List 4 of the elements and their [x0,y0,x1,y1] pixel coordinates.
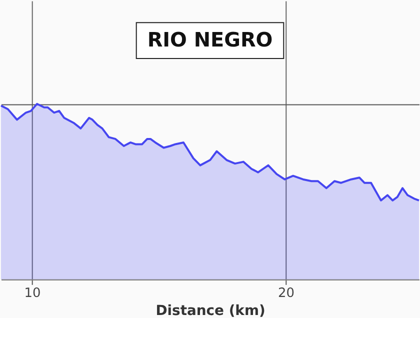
chart-title: RIO NEGRO [147,28,273,52]
x-tick-label: 20 [278,286,294,301]
x-tick-label: 10 [24,286,41,301]
x-axis-title: Distance (km) [156,302,266,319]
